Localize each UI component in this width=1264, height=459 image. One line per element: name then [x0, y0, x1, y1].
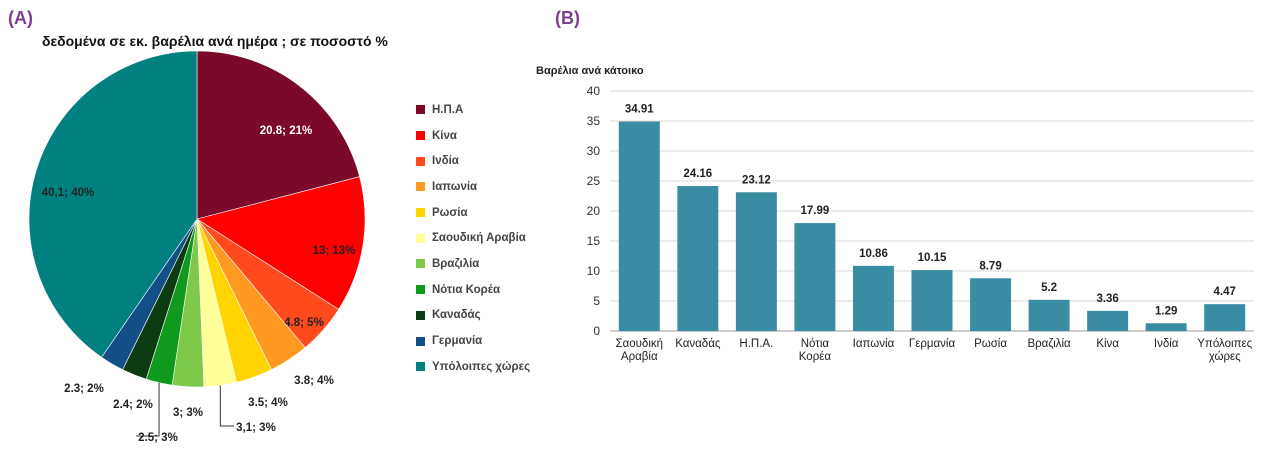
pie-data-label-4: 3.5; 4%	[248, 397, 288, 409]
panel-a-label: (A)	[8, 8, 33, 28]
bar-9	[1145, 323, 1187, 331]
bar-data-label-8: 3.36	[1096, 293, 1118, 305]
legend-label: Υπόλοιπες χώρες	[432, 360, 531, 373]
x-tick-label-7: Βραζιλία	[1027, 338, 1071, 350]
bar-data-label-10: 4.47	[1214, 286, 1236, 298]
x-tick-label-1: Καναδάς	[675, 338, 721, 350]
legend-label: Η.Π.Α	[432, 103, 464, 116]
legend-swatch	[416, 362, 425, 372]
legend-item-5: Σαουδική Αραβία	[416, 225, 530, 251]
pie-data-label-5: 3,1; 3%	[236, 422, 276, 434]
legend-swatch	[416, 310, 425, 320]
y-tick-label: 30	[587, 144, 601, 158]
pie-leader-line-7	[136, 382, 160, 437]
panel-b-label: (B)	[555, 8, 580, 28]
bar-data-label-1: 24.16	[683, 168, 712, 180]
legend-swatch	[416, 336, 425, 346]
bar-5	[911, 270, 953, 331]
x-tick-label-4: Ιαπωνία	[853, 338, 895, 350]
bar-data-label-4: 10.86	[859, 248, 888, 260]
legend-swatch	[416, 233, 425, 243]
legend-swatch	[416, 131, 425, 141]
pie-data-label-10: 40,1; 40%	[42, 187, 94, 199]
legend-label: Κίνα	[432, 129, 457, 142]
x-tick-label-5: Γερμανία	[909, 338, 956, 350]
bar-data-label-6: 8.79	[979, 260, 1001, 272]
bar-chart-ylabel: Βαρέλια ανά κάτοικο	[536, 65, 644, 77]
bar-3	[794, 223, 836, 331]
legend-item-3: Ιαπωνία	[416, 174, 530, 200]
pie-data-label-8: 2.4; 2%	[113, 399, 153, 411]
legend-item-4: Ρωσία	[416, 200, 530, 226]
pie-leader-line-5	[219, 385, 234, 427]
legend-swatch	[416, 285, 425, 295]
y-tick-label: 5	[593, 294, 600, 308]
legend-item-9: Γερμανία	[416, 328, 530, 354]
pie-legend: Η.Π.Α Κίνα Ινδία Ιαπωνία Ρωσία Σαουδική Αραβί…	[416, 97, 530, 380]
x-tick-label-9: Ινδία	[1154, 338, 1179, 350]
pie-data-label-1: 13; 13%	[313, 245, 356, 257]
x-tick-label-0: Σαουδική Αραβία	[615, 338, 663, 363]
pie-chart: 20.8; 21% 13; 13% 4.8; 5% 3.8; 4% 3.5; 4% 3,1…	[28, 50, 366, 444]
legend-label: Βραζιλία	[432, 257, 480, 270]
bar-data-label-0: 34.91	[625, 104, 654, 116]
legend-swatch	[416, 105, 425, 115]
y-tick-label: 20	[587, 204, 601, 218]
legend-label: Γερμανία	[432, 335, 483, 348]
bar-data-label-3: 17.99	[801, 205, 830, 217]
pie-data-label-0: 20.8; 21%	[260, 125, 312, 137]
pie-data-label-6: 3; 3%	[173, 407, 203, 419]
legend-label: Καναδάς	[432, 309, 481, 322]
bar-0	[618, 121, 660, 331]
legend-label: Ιαπωνία	[432, 180, 478, 193]
x-tick-label-3: Νότια Κορέα	[799, 338, 832, 363]
pie-slice-10	[28, 50, 198, 358]
bar-7	[1028, 299, 1070, 331]
legend-item-7: Νότια Κορέα	[416, 277, 530, 303]
pie-chart-title: δεδομένα σε εκ. βαρέλια ανά ημέρα ; σε π…	[42, 33, 388, 49]
legend-item-8: Καναδάς	[416, 303, 530, 329]
legend-item-0: Η.Π.Α	[416, 97, 530, 123]
legend-item-6: Βραζιλία	[416, 251, 530, 277]
y-tick-label: 25	[587, 174, 601, 188]
bar-4	[852, 265, 894, 331]
legend-swatch	[416, 208, 425, 218]
pie-data-label-2: 4.8; 5%	[284, 317, 324, 329]
y-tick-label: 10	[587, 264, 601, 278]
pie-slice-0	[196, 50, 360, 220]
bar-6	[970, 278, 1012, 331]
pie-data-label-7: 2.5; 3%	[138, 432, 178, 444]
bar-10	[1204, 304, 1246, 331]
pie-data-label-9: 2.3; 2%	[64, 383, 104, 395]
legend-item-2: Ινδία	[416, 148, 530, 174]
legend-swatch	[416, 182, 425, 192]
legend-item-10: Υπόλοιπες χώρες	[416, 354, 530, 380]
bar-1	[677, 186, 719, 331]
pie-data-label-3: 3.8; 4%	[294, 375, 334, 387]
y-tick-label: 35	[587, 114, 601, 128]
legend-swatch	[416, 156, 425, 166]
pie-slice-1	[196, 176, 366, 310]
x-tick-label-8: Κίνα	[1096, 338, 1119, 350]
x-tick-label-6: Ρωσία	[974, 338, 1007, 350]
legend-swatch	[416, 259, 425, 269]
legend-label: Σαουδική Αραβία	[432, 232, 526, 245]
bar-data-label-9: 1.29	[1155, 305, 1177, 317]
legend-label: Νότια Κορέα	[432, 283, 501, 296]
legend-item-1: Κίνα	[416, 123, 530, 149]
y-tick-label: 15	[587, 234, 601, 248]
x-tick-label-10: Υπόλοιπες χώρες	[1197, 338, 1252, 363]
x-tick-label-2: Η.Π.Α.	[739, 338, 773, 350]
bar-8	[1087, 310, 1129, 331]
legend-label: Ρωσία	[432, 206, 468, 219]
bar-data-label-2: 23.12	[742, 174, 771, 186]
y-tick-label: 0	[593, 324, 600, 338]
bar-data-label-7: 5.2	[1041, 282, 1057, 294]
y-tick-label: 40	[587, 84, 601, 98]
bar-data-label-5: 10.15	[918, 252, 947, 264]
bar-2	[735, 192, 777, 331]
legend-label: Ινδία	[432, 155, 459, 168]
